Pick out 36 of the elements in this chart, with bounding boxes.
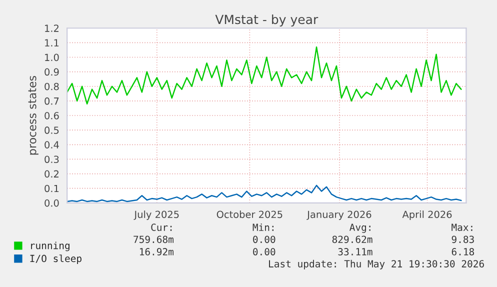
text: Max:: [452, 224, 472, 232]
text: 6.18: [452, 248, 474, 256]
text: 16.92m: [140, 248, 174, 256]
y-axis-title: process states: [28, 76, 38, 155]
y-tick-label: 0.1: [44, 184, 59, 192]
line-series: [67, 184, 462, 202]
y-tick-label: 0.3: [44, 156, 59, 164]
legend-label: running: [31, 242, 70, 252]
text: 0.00: [253, 236, 276, 244]
x-tick-label: October 2025: [216, 210, 282, 218]
line-series: [67, 46, 462, 104]
y-tick-label: 1.1: [45, 39, 59, 46]
text: 33.11m: [338, 248, 372, 256]
y-tick-label: 0.6: [44, 112, 59, 120]
text: Min:: [252, 223, 274, 231]
text: 759.68m: [134, 236, 174, 244]
y-tick-label: 0.2: [44, 170, 58, 178]
legend-label: I/O sleep: [30, 254, 82, 264]
y-tick-label: 0.7: [44, 97, 59, 105]
text: 829.62m: [332, 236, 372, 244]
x-tick-label: January 2026: [306, 210, 372, 220]
y-tick-label: 0.9: [44, 68, 59, 76]
text: Avg:: [350, 224, 370, 233]
y-tick-label: 0.0: [44, 199, 59, 207]
x-tick-label: July 2025: [134, 210, 179, 220]
y-tick-label: 0.8: [44, 82, 59, 90]
chart-title: VMstat - by year: [215, 14, 318, 27]
y-tick-label: 1.2: [45, 24, 58, 32]
text: Last update: Thu May 21 19:30:30 2026: [269, 260, 484, 270]
text: 9.83: [452, 236, 474, 244]
y-tick-label: 0.5: [44, 126, 59, 134]
x-tick-label: April 2026: [402, 210, 452, 220]
text: Cur:: [151, 224, 172, 232]
text: 0.00: [253, 248, 276, 256]
y-tick-label: 0.4: [44, 141, 59, 148]
y-tick-label: 1.0: [45, 54, 59, 62]
